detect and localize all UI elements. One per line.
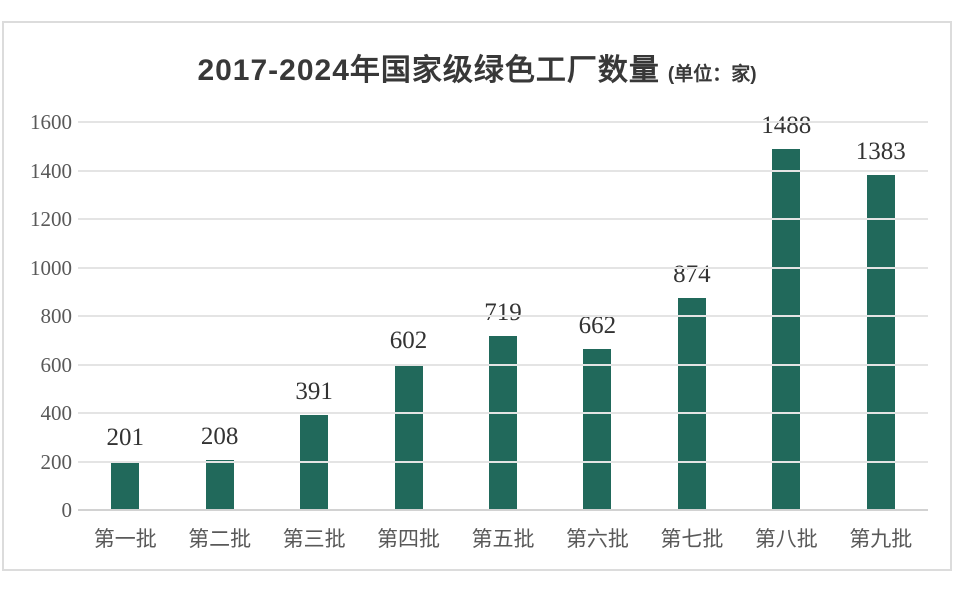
y-tick-label: 1600: [30, 110, 72, 134]
y-tick-label: 0: [61, 498, 73, 522]
x-category-label: 第七批: [660, 528, 724, 551]
chart-title-row: 2017-2024年国家级绿色工厂数量 (单位：家): [4, 45, 950, 89]
data-label: 602: [389, 327, 428, 355]
bar: [583, 349, 612, 510]
gridline: [78, 266, 928, 269]
x-category-label: 第二批: [188, 528, 252, 551]
y-tick-label: 200: [40, 449, 73, 474]
gridline: [78, 169, 928, 172]
plot-area: 201 第一批 208 第二批 391 第三批 602 第四批 719 第五批 662 第六批 874 第…: [78, 112, 928, 551]
chart-title: 2017-2024年国家级绿色工厂数量: [197, 54, 660, 87]
data-label: 874: [673, 261, 711, 289]
bar: [488, 335, 517, 510]
y-tick-label: 600: [40, 352, 73, 377]
gridline: [78, 218, 928, 220]
data-label: 719: [484, 298, 522, 326]
bar-slot: 874 第七批: [645, 122, 739, 551]
data-label: 201: [106, 424, 144, 452]
y-tick-label: 400: [40, 401, 73, 425]
gridline: [78, 315, 928, 317]
x-category-label: 第六批: [565, 528, 629, 551]
bar: [111, 461, 140, 510]
x-category-label: 第一批: [93, 528, 157, 551]
data-label: 208: [200, 422, 239, 450]
y-tick-label: 1400: [30, 158, 72, 183]
gridline: [78, 412, 928, 414]
chart-unit-subtitle: (单位：家): [667, 64, 757, 85]
y-tick-label: 1000: [30, 255, 72, 280]
y-tick-label: 1200: [30, 207, 72, 231]
gridline: [78, 460, 928, 463]
x-category-label: 第四批: [377, 528, 441, 551]
bar: [205, 459, 234, 510]
bar-slot: 662 第六批: [550, 122, 644, 551]
bar: [866, 174, 895, 510]
bars-row: 201 第一批 208 第二批 391 第三批 602 第四批 719 第五批 662 第六批 874 第…: [78, 112, 928, 551]
bar: [394, 364, 423, 510]
x-axis-line: [78, 509, 928, 511]
bar: [677, 298, 706, 510]
bar-slot: 1488 第八批: [739, 112, 833, 551]
x-category-label: 第九批: [849, 528, 913, 551]
x-category-label: 第五批: [471, 528, 535, 551]
y-axis-tick-labels: 0 200 400 600 800 1000 1200 1400 1600: [8, 111, 73, 521]
bar-slot: 201 第一批: [78, 122, 172, 551]
bar-slot: 391 第三批: [267, 122, 361, 551]
x-category-label: 第八批: [754, 528, 818, 551]
bar-slot: 1383 第九批: [834, 122, 928, 551]
bar: [772, 149, 801, 510]
data-label: 1383: [855, 137, 906, 165]
bar-slot: 602 第四批: [361, 122, 455, 551]
y-tick-label: 800: [40, 304, 73, 328]
gridline: [78, 121, 928, 123]
bar-slot: 208 第二批: [172, 122, 266, 551]
data-label: 1488: [761, 112, 812, 140]
data-label: 391: [295, 378, 333, 406]
chart-panel: 2017-2024年国家级绿色工厂数量 (单位：家) 0 200 400 600 800 1…: [2, 21, 952, 571]
gridline: [78, 363, 928, 366]
bar: [300, 415, 329, 510]
x-category-label: 第三批: [282, 528, 346, 551]
